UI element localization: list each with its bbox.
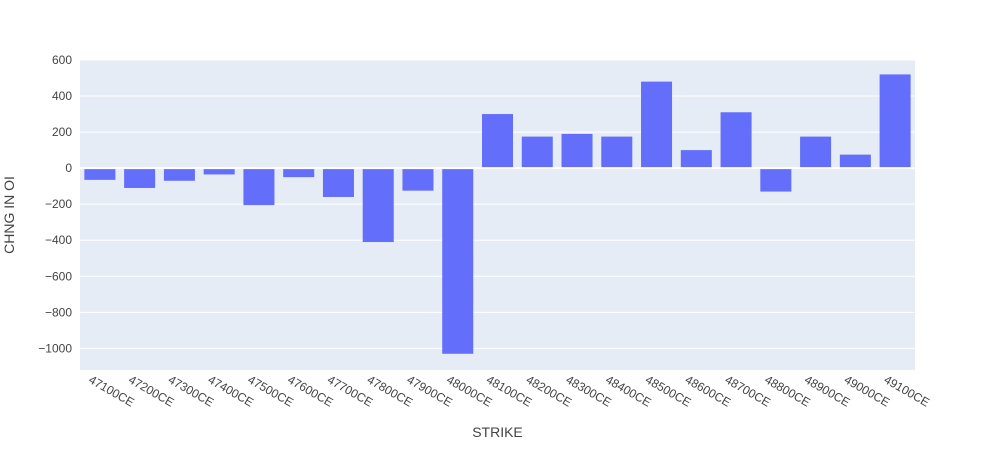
- plot-background: [80, 60, 915, 370]
- bar-48900CE[interactable]: [800, 136, 832, 169]
- x-tick-labels: 47100CE47200CE47300CE47400CE47500CE47600…: [86, 372, 932, 409]
- bar-48000CE[interactable]: [442, 168, 474, 354]
- y-tick-label: −200: [45, 197, 72, 211]
- bar-47200CE[interactable]: [124, 168, 156, 188]
- x-tick-label: 49100CE: [882, 372, 932, 409]
- y-tick-labels: 600 400 200 0 −200 −400 −600 −800 −1000: [38, 53, 72, 355]
- bar-47300CE[interactable]: [163, 168, 195, 181]
- bar-47600CE[interactable]: [283, 168, 315, 178]
- bar-48500CE[interactable]: [641, 81, 673, 169]
- bar-47100CE[interactable]: [84, 168, 116, 180]
- bar-48100CE[interactable]: [481, 114, 514, 169]
- bar-48700CE[interactable]: [720, 112, 752, 169]
- bar-47800CE[interactable]: [362, 168, 394, 243]
- y-tick-label: −600: [45, 269, 72, 283]
- bar-47500CE[interactable]: [243, 168, 275, 206]
- y-tick-label: −800: [45, 305, 72, 319]
- bar-48600CE[interactable]: [680, 150, 712, 169]
- bar-48400CE[interactable]: [601, 136, 633, 169]
- y-tick-label: 0: [65, 161, 72, 175]
- bar-48200CE[interactable]: [521, 136, 553, 169]
- bar-47400CE[interactable]: [203, 168, 235, 175]
- bar-47900CE[interactable]: [402, 168, 434, 191]
- y-tick-label: 600: [52, 53, 72, 67]
- bar-48800CE[interactable]: [760, 168, 792, 192]
- y-tick-label: 400: [52, 89, 72, 103]
- bar-47700CE[interactable]: [322, 168, 354, 197]
- x-axis-title: STRIKE: [472, 424, 523, 440]
- bars: [84, 74, 911, 354]
- bar-49100CE[interactable]: [879, 74, 911, 169]
- y-tick-label: 200: [52, 125, 72, 139]
- y-tick-label: −400: [45, 233, 72, 247]
- y-axis-title: CHNG IN OI: [1, 176, 17, 254]
- y-tick-label: −1000: [38, 341, 72, 355]
- bar-48300CE[interactable]: [561, 133, 593, 169]
- bar-49000CE[interactable]: [839, 154, 871, 169]
